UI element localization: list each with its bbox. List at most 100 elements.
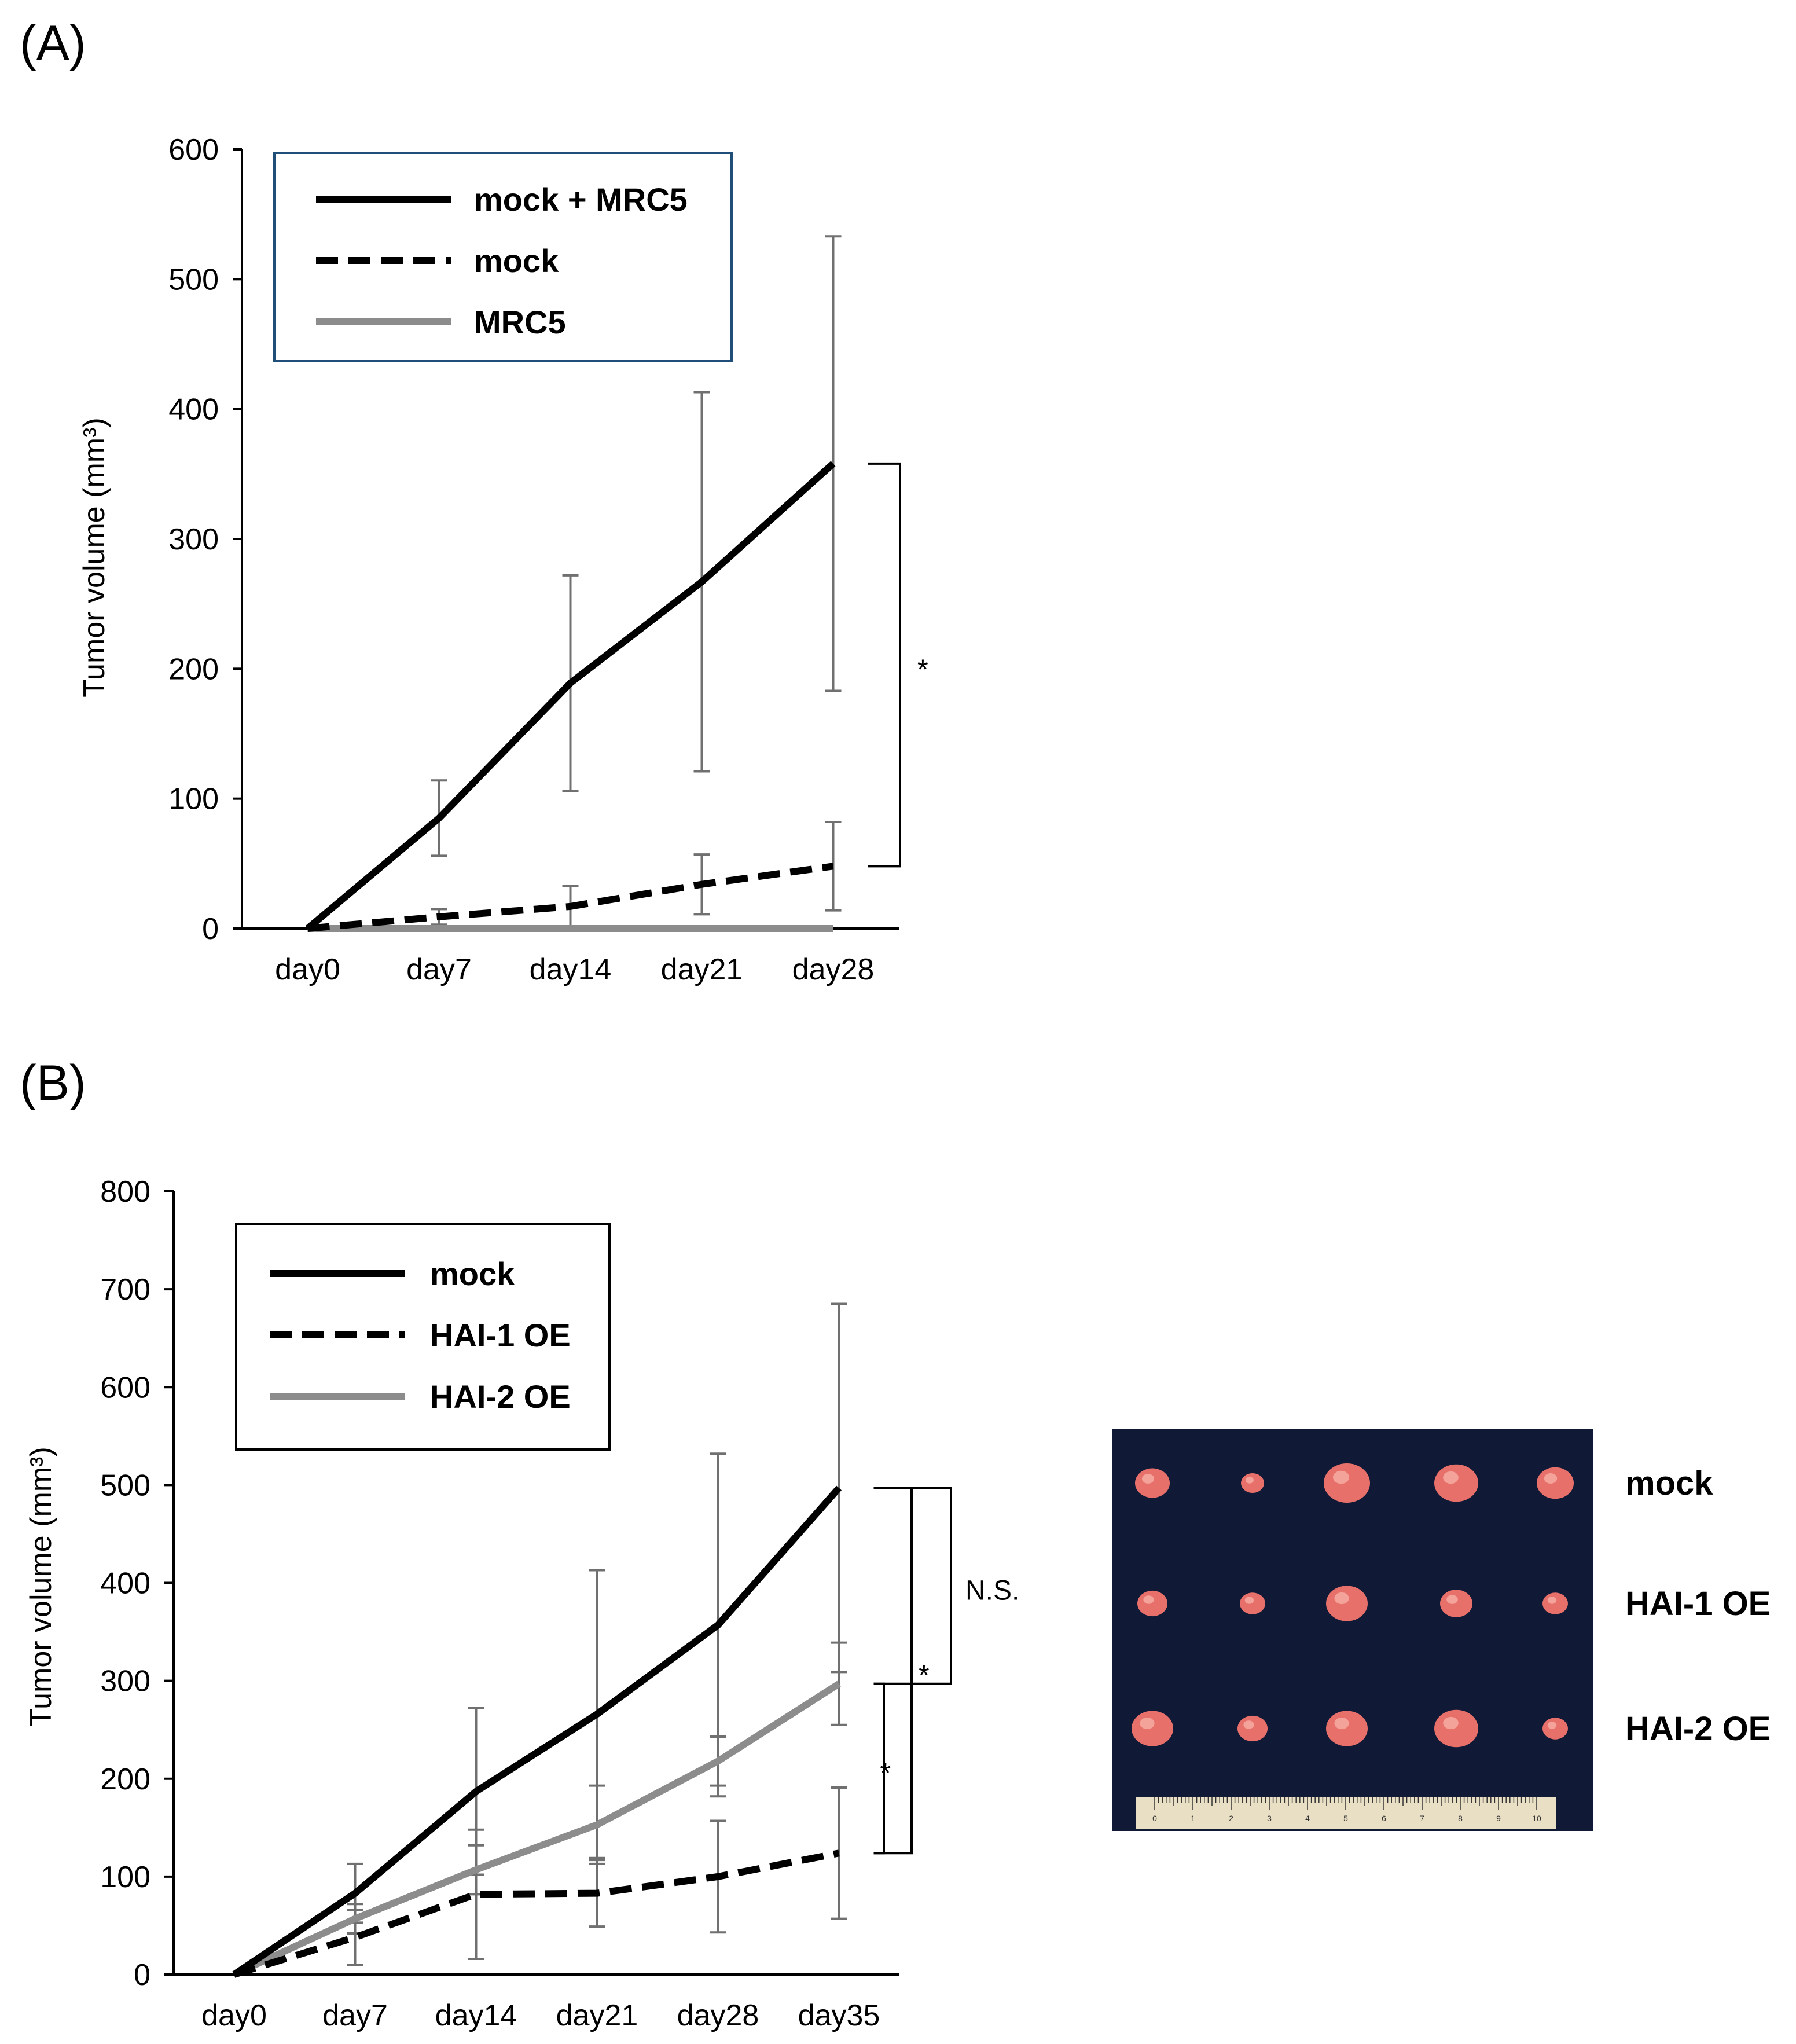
- chartB-y-tick-label: 300: [100, 1665, 150, 1698]
- chart-b-series-lines: [232, 1485, 842, 1978]
- tumor-photo: 0 1 2 3 4 5 6 7 8 9 10 mock HAI-1 OE HAI-2 OE: [1112, 1429, 1771, 1831]
- ruler-number: 8: [1458, 1814, 1463, 1823]
- panel-b-label: (B): [20, 1055, 86, 1111]
- tumor-sample: [1326, 1586, 1368, 1621]
- chartA-x-tick-label: day7: [406, 953, 472, 986]
- tumor-sample: [1240, 1592, 1265, 1614]
- chart-a-axes: 0 100 200 300 400 500 600 day0 day7 day14 day21 day…: [168, 133, 899, 986]
- chartB-x-tick-label: day14: [435, 1999, 517, 2032]
- tumor-sample: [1542, 1718, 1568, 1740]
- photo-row-label: mock: [1625, 1465, 1713, 1502]
- ruler-number: 0: [1152, 1814, 1157, 1823]
- tumor-sample: [1237, 1715, 1268, 1742]
- chartB-x-tick-label: day28: [677, 1999, 759, 2032]
- tumor-highlight: [1143, 1595, 1154, 1604]
- chartA-y-tick-label: 300: [168, 523, 219, 556]
- chartB-y-tick-label: 600: [100, 1371, 150, 1404]
- ruler-number: 5: [1343, 1814, 1348, 1823]
- chartB-sig-label: *: [919, 1660, 930, 1691]
- tumor-highlight: [1246, 1477, 1254, 1484]
- chartA-legend-label: MRC5: [474, 304, 566, 340]
- chartB-series-line-2: [232, 1680, 841, 1978]
- ruler-number: 10: [1532, 1814, 1541, 1823]
- chartA-x-tick-label: day28: [792, 953, 875, 986]
- chartB-legend-label: HAI-1 OE: [430, 1317, 571, 1353]
- tumor-highlight: [1333, 1470, 1349, 1484]
- tumor-highlight: [1243, 1720, 1254, 1729]
- chartA-series-line-0: [305, 461, 836, 931]
- chartA-y-tick-label: 200: [168, 652, 219, 686]
- tumor-highlight: [1547, 1597, 1557, 1604]
- chartB-y-tick-label: 100: [100, 1860, 150, 1894]
- chartB-y-tick-label: 200: [100, 1763, 150, 1796]
- chartA-x-tick-label: day14: [530, 953, 612, 986]
- chartB-series-line-0: [232, 1485, 842, 1977]
- chartB-sig-bracket: [873, 1682, 885, 1855]
- chart-a: 0 100 200 300 400 500 600 day0 day7 day14 day21 day…: [78, 133, 928, 986]
- chartA-y-tick-label: 100: [168, 783, 219, 816]
- chartA-sig-label: *: [917, 655, 928, 685]
- chartB-x-tick-label: day21: [556, 1999, 638, 2032]
- photo-row-label: HAI-1 OE: [1625, 1585, 1771, 1623]
- chart-b-significance: N.S. * *: [873, 1487, 1019, 1855]
- chart-a-legend: mock + MRC5 mock MRC5: [273, 152, 733, 362]
- photo-ruler: 0 1 2 3 4 5 6 7 8 9 10: [1136, 1797, 1556, 1829]
- chartB-y-tick-label: 500: [100, 1469, 150, 1502]
- ruler-number: 7: [1420, 1814, 1424, 1823]
- tumor-highlight: [1544, 1473, 1558, 1484]
- tumor-sample: [1241, 1473, 1264, 1493]
- chartB-y-tick-label: 700: [100, 1273, 150, 1307]
- chartA-sig-bracket: [868, 462, 901, 868]
- chartA-legend-label: mock + MRC5: [474, 181, 688, 218]
- chart-b-ylabel: Tumor volume (mm³): [24, 1447, 58, 1726]
- ruler-number: 4: [1305, 1814, 1310, 1823]
- chart-b-legend: mock HAI-1 OE HAI-2 OE: [235, 1223, 611, 1451]
- chartA-y-tick-label: 0: [202, 912, 219, 946]
- tumor-highlight: [1547, 1722, 1557, 1729]
- chartB-y-tick-label: 800: [100, 1175, 150, 1209]
- tumor-highlight: [1446, 1595, 1458, 1604]
- chartB-x-tick-label: day35: [798, 1999, 880, 2032]
- chartB-x-tick-label: day0: [201, 1999, 267, 2032]
- chartA-legend-label: mock: [474, 243, 559, 279]
- tumor-highlight: [1142, 1474, 1154, 1484]
- ruler-number: 1: [1191, 1814, 1195, 1823]
- chartB-sig-bracket: [873, 1487, 913, 1855]
- photo-row-label: HAI-2 OE: [1625, 1710, 1771, 1748]
- chart-a-ylabel: Tumor volume (mm³): [78, 417, 111, 697]
- chartB-legend-box: [235, 1223, 611, 1451]
- chartA-y-tick-label: 400: [168, 393, 219, 427]
- ruler-number: 6: [1382, 1814, 1386, 1823]
- chartA-series-line-1: [307, 863, 834, 932]
- tumor-highlight: [1244, 1597, 1254, 1604]
- chartB-y-tick-label: 0: [134, 1958, 150, 1992]
- photo-tumors: [1132, 1463, 1574, 1748]
- chartA-y-tick-label: 500: [168, 263, 219, 296]
- tumor-highlight: [1140, 1717, 1155, 1730]
- chartB-legend-label: HAI-2 OE: [430, 1378, 571, 1415]
- chartB-legend-label: mock: [430, 1256, 515, 1292]
- chartB-series-line-1: [233, 1849, 840, 1978]
- tumor-sample: [1132, 1711, 1173, 1746]
- ruler-number: 3: [1267, 1814, 1272, 1823]
- chartA-y-tick-label: 600: [168, 133, 219, 167]
- tumor-sample: [1537, 1467, 1574, 1499]
- chartA-x-tick-label: day21: [661, 953, 743, 986]
- tumor-highlight: [1443, 1471, 1459, 1484]
- ruler-number: 2: [1229, 1814, 1233, 1823]
- panel-a-label: (A): [20, 16, 86, 71]
- chart-a-significance: *: [868, 462, 928, 868]
- chartB-sig-label: N.S.: [965, 1576, 1019, 1606]
- chart-b: 0 100 200 300 400 500 600 700 800 day0 day7 day14 da…: [24, 1175, 1019, 2032]
- tumor-sample: [1542, 1592, 1568, 1614]
- tumor-sample: [1440, 1590, 1472, 1617]
- chartB-sig-label: *: [880, 1758, 891, 1789]
- tumor-sample: [1324, 1463, 1370, 1503]
- tumor-highlight: [1334, 1592, 1349, 1605]
- tumor-sample: [1434, 1709, 1478, 1748]
- ruler-number: 9: [1496, 1814, 1501, 1823]
- chart-b-axes: 0 100 200 300 400 500 600 700 800 day0 day7 day14 da…: [100, 1175, 899, 2032]
- tumor-highlight: [1443, 1716, 1459, 1730]
- chart-a-series-lines: [305, 461, 836, 932]
